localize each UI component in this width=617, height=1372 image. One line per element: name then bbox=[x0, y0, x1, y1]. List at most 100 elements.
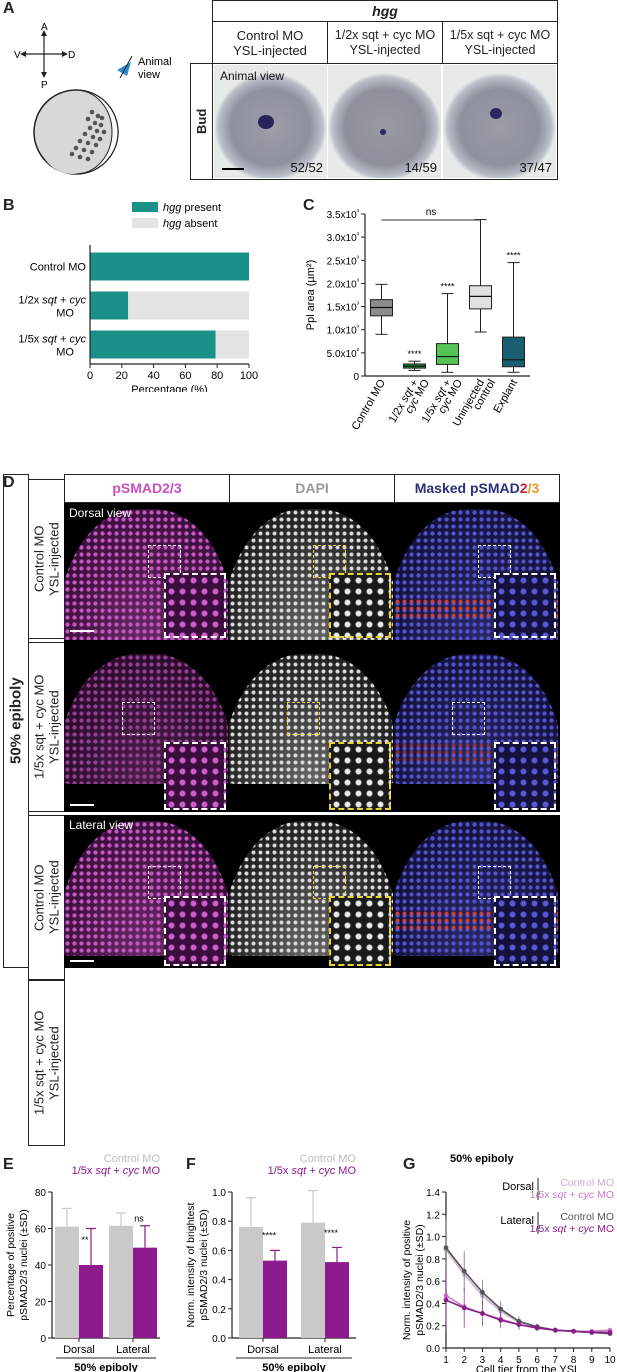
col-header-3: 1/5x sqt + cyc MO YSL-injected bbox=[442, 21, 558, 64]
data-point bbox=[534, 1325, 540, 1331]
zoom-inset bbox=[329, 742, 391, 810]
zoom-region-box bbox=[287, 702, 320, 735]
view-label: Lateral view bbox=[69, 818, 134, 832]
micrograph-masked-row2 bbox=[394, 642, 558, 812]
x-tick-label: 2 bbox=[461, 1355, 467, 1366]
zoom-inset bbox=[164, 573, 226, 638]
micrograph-dapi-row2 bbox=[229, 642, 393, 812]
side-label-epiboly: 50% epiboly bbox=[3, 474, 29, 968]
chart-e: Control MO1/5x sqt + cyc MO 0 20 40 60 80 Perc… bbox=[5, 1153, 160, 1372]
axis-cross-icon bbox=[20, 30, 68, 78]
x-tick-label: 9 bbox=[589, 1355, 595, 1366]
panel-label-d: D bbox=[3, 474, 15, 491]
legend-group-label: Lateral bbox=[500, 1215, 534, 1227]
micrograph-dapi-row1 bbox=[229, 503, 393, 640]
x-tick-label: 60 bbox=[179, 370, 191, 382]
data-point bbox=[480, 1289, 485, 1295]
count-half: 14/59 bbox=[404, 160, 437, 175]
y-tick-label: 60 bbox=[35, 1225, 47, 1236]
category-label: Lateral bbox=[308, 1344, 342, 1356]
x-tick-label: 7 bbox=[553, 1355, 559, 1366]
bar bbox=[263, 1260, 287, 1338]
y-tick-label: 0 bbox=[40, 1334, 46, 1345]
x-axis-label: Percentage (%) bbox=[131, 384, 207, 392]
zoom-inset bbox=[494, 573, 556, 638]
zoom-region-box bbox=[122, 702, 155, 735]
zoom-inset bbox=[329, 896, 391, 966]
embryo-photo-control: Animal view 52/52 bbox=[214, 65, 327, 178]
count-control: 52/52 bbox=[290, 160, 323, 175]
box bbox=[469, 285, 492, 310]
animal-view-label-1: Animal bbox=[138, 56, 172, 68]
y-tick-label: 0.6 bbox=[212, 1246, 226, 1257]
x-axis-label: 50% epiboly bbox=[262, 1362, 326, 1372]
row-label-4: 1/5x sqt + cyc MO YSL-injected bbox=[28, 980, 65, 1146]
eye-icon bbox=[117, 55, 133, 79]
significance: **** bbox=[262, 1231, 277, 1241]
y-axis-label: pSMAD2/3 nuclei (±SD) bbox=[414, 1224, 426, 1335]
hgg-header-cell: hgg bbox=[212, 0, 558, 22]
category-label: Control MO bbox=[30, 262, 87, 274]
y-tick-label: 0.2 bbox=[426, 1322, 440, 1333]
category-label: Dorsal bbox=[63, 1344, 95, 1356]
embryo-photo-fifth: 37/47 bbox=[443, 65, 556, 178]
bar bbox=[239, 1227, 263, 1338]
view-divider bbox=[64, 812, 560, 815]
bar bbox=[325, 1262, 349, 1338]
box bbox=[436, 343, 459, 365]
x-tick-label: 6 bbox=[534, 1355, 540, 1366]
data-point bbox=[480, 1311, 485, 1316]
bar-absent bbox=[128, 291, 249, 320]
gene-header: hgg bbox=[372, 2, 398, 19]
micrograph-psmad-row3: Lateral view bbox=[64, 815, 228, 968]
category-label: Dorsal bbox=[247, 1344, 279, 1356]
data-point bbox=[443, 1245, 449, 1251]
scale-bar bbox=[222, 168, 244, 170]
axis-label-v: V bbox=[14, 50, 21, 61]
y-tick-label: 3.0x10³ bbox=[327, 232, 360, 244]
bar-present bbox=[90, 252, 249, 281]
hgg-cells-dots bbox=[69, 109, 107, 162]
x-tick-label: 20 bbox=[116, 370, 128, 382]
data-point bbox=[498, 1306, 504, 1312]
data-point bbox=[516, 1322, 522, 1327]
bar-present bbox=[90, 291, 129, 320]
y-tick-label: 0.4 bbox=[426, 1299, 440, 1310]
legend-control: Control MO bbox=[300, 1153, 357, 1165]
y-tick-label: 1.0 bbox=[212, 1188, 226, 1199]
micrograph-psmad-row1: Dorsal view bbox=[64, 503, 228, 640]
y-tick-label: 1.4 bbox=[426, 1188, 440, 1199]
axis-label-d: D bbox=[68, 50, 75, 61]
y-tick-label: 5.0x10² bbox=[327, 348, 360, 360]
zoom-inset bbox=[494, 742, 556, 810]
panel-label-c: C bbox=[303, 197, 315, 214]
x-tick-label: 1 bbox=[443, 1355, 449, 1366]
panel-label-b: B bbox=[3, 197, 15, 214]
animal-view-label-2: view bbox=[138, 69, 160, 81]
y-tick-label: 0.8 bbox=[212, 1217, 226, 1228]
y-tick-label: 0.6 bbox=[426, 1277, 440, 1288]
chart-c: 0 5.0x10² 1.0x10³ 1.5x10³ 2.0x10³ 2.5x10³ 3.0x… bbox=[305, 207, 530, 432]
hgg-stain bbox=[258, 115, 274, 129]
chart-f: Control MO1/5x sqt + cyc MO 0.0 0.2 0.4 0.6 0… bbox=[186, 1153, 357, 1372]
x-tick-label: 100 bbox=[240, 370, 258, 382]
row-label-bud: Bud bbox=[190, 63, 213, 180]
bar bbox=[55, 1226, 79, 1338]
x-tick-label: 3 bbox=[480, 1355, 486, 1366]
header-dapi: DAPI bbox=[229, 474, 395, 503]
y-tick-label: 1.0x10³ bbox=[327, 325, 360, 337]
zoom-inset bbox=[329, 573, 391, 638]
zoom-inset bbox=[164, 896, 226, 966]
data-point bbox=[571, 1328, 576, 1334]
y-axis-label: Norm. intensity of positive bbox=[401, 1220, 413, 1340]
panel-label-g: G bbox=[403, 1156, 416, 1173]
micrograph-psmad-row2 bbox=[64, 642, 228, 812]
ns-label: ns bbox=[426, 207, 437, 218]
legend-item: Control MO bbox=[560, 1211, 614, 1223]
y-tick-label: 2.0x10³ bbox=[327, 278, 360, 290]
panel-label-f: F bbox=[186, 1156, 196, 1173]
x-tick-label: 0 bbox=[87, 370, 93, 382]
legend-absent: hgg absent bbox=[163, 218, 217, 230]
bud-images-frame bbox=[212, 63, 558, 180]
y-tick-label: 3.5x10³ bbox=[327, 209, 360, 221]
